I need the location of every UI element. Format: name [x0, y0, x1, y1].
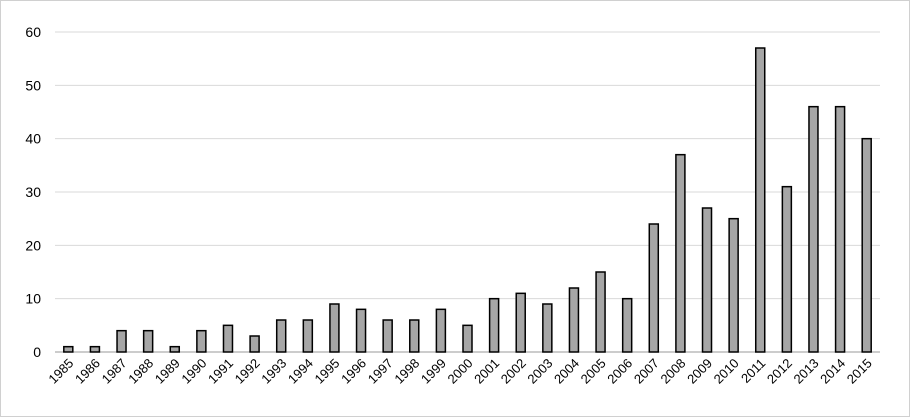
- bar: [63, 345, 74, 353]
- y-tick-label: 60: [25, 24, 41, 40]
- bar: [701, 207, 713, 353]
- bar: [648, 223, 660, 353]
- bar: [275, 319, 287, 353]
- bar: [515, 292, 526, 353]
- bar: [435, 308, 447, 353]
- bar: [116, 329, 127, 353]
- bar: [808, 105, 819, 353]
- bar: [249, 335, 260, 353]
- y-tick-label: 10: [25, 291, 41, 307]
- bar: [222, 324, 234, 353]
- bar: [675, 153, 686, 353]
- bar: [355, 308, 367, 353]
- bar: [781, 185, 793, 353]
- y-tick-label: 40: [25, 131, 41, 147]
- bar: [462, 324, 473, 353]
- bar: [542, 303, 553, 353]
- bar: [568, 287, 580, 353]
- bar: [382, 319, 393, 353]
- y-tick-label: 30: [25, 184, 41, 200]
- bar: [409, 319, 420, 353]
- bar: [169, 345, 181, 353]
- bar: [754, 47, 766, 353]
- y-tick-label: 0: [33, 344, 41, 360]
- bar: [196, 329, 207, 353]
- y-tick-label: 20: [25, 237, 41, 253]
- bar: [834, 105, 846, 353]
- bar: [595, 271, 606, 353]
- bar: [861, 137, 872, 353]
- bar: [89, 345, 101, 353]
- bar: [302, 319, 314, 353]
- y-tick-label: 50: [25, 77, 41, 93]
- bar: [728, 217, 739, 353]
- bar: [142, 329, 154, 353]
- bar: [488, 297, 500, 353]
- bar: [621, 297, 633, 353]
- bar: [329, 303, 340, 353]
